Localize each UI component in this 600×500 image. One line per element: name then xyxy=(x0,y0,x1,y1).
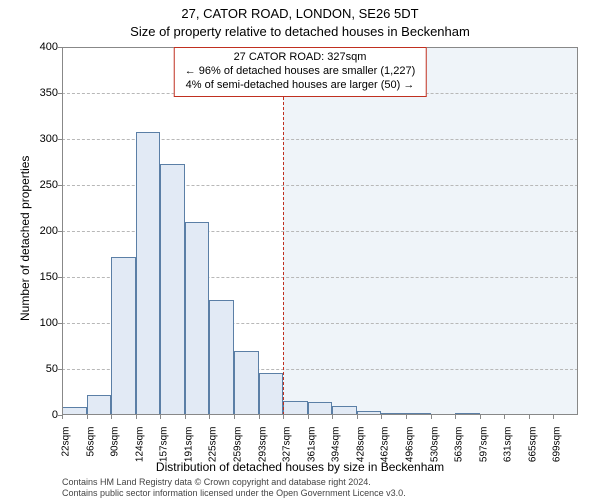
x-tick-mark xyxy=(308,415,309,419)
footer: Contains HM Land Registry data © Crown c… xyxy=(62,477,406,498)
x-tick-mark xyxy=(136,415,137,419)
y-tick-mark xyxy=(58,93,62,94)
y-tick-mark xyxy=(58,231,62,232)
y-tick-label: 200 xyxy=(8,225,58,237)
y-tick-label: 400 xyxy=(8,41,58,53)
y-tick-label: 50 xyxy=(8,363,58,375)
x-axis-label: Distribution of detached houses by size … xyxy=(0,460,600,474)
chart-title-line1: 27, CATOR ROAD, LONDON, SE26 5DT xyxy=(0,6,600,21)
x-tick-mark xyxy=(87,415,88,419)
y-tick-mark xyxy=(58,277,62,278)
x-tick-mark xyxy=(185,415,186,419)
x-tick-mark xyxy=(332,415,333,419)
chart-title-line2: Size of property relative to detached ho… xyxy=(0,24,600,39)
x-tick-mark xyxy=(529,415,530,419)
x-tick-mark xyxy=(431,415,432,419)
y-tick-mark xyxy=(58,47,62,48)
y-tick-label: 0 xyxy=(8,409,58,421)
x-tick-mark xyxy=(160,415,161,419)
chart-container: 27, CATOR ROAD, LONDON, SE26 5DT Size of… xyxy=(0,0,600,500)
y-tick-mark xyxy=(58,323,62,324)
x-tick-mark xyxy=(553,415,554,419)
x-tick-mark xyxy=(111,415,112,419)
y-tick-label: 100 xyxy=(8,317,58,329)
y-tick-label: 300 xyxy=(8,133,58,145)
y-tick-mark xyxy=(58,369,62,370)
x-tick-mark xyxy=(381,415,382,419)
x-tick-mark xyxy=(480,415,481,419)
y-tick-mark xyxy=(58,139,62,140)
x-tick-mark xyxy=(283,415,284,419)
x-tick-mark xyxy=(406,415,407,419)
annotation-line2: ← 96% of detached houses are smaller (1,… xyxy=(185,65,416,79)
x-tick-mark xyxy=(357,415,358,419)
x-tick-mark xyxy=(62,415,63,419)
annotation-line1: 27 CATOR ROAD: 327sqm xyxy=(185,51,416,65)
footer-line1: Contains HM Land Registry data © Crown c… xyxy=(62,477,406,487)
y-tick-mark xyxy=(58,185,62,186)
plot-area xyxy=(62,47,578,415)
y-tick-label: 250 xyxy=(8,179,58,191)
y-tick-label: 150 xyxy=(8,271,58,283)
x-tick-mark xyxy=(259,415,260,419)
annotation-line3: 4% of semi-detached houses are larger (5… xyxy=(185,79,416,93)
y-tick-label: 350 xyxy=(8,87,58,99)
x-tick-mark xyxy=(234,415,235,419)
plot-border xyxy=(62,47,578,415)
x-tick-mark xyxy=(455,415,456,419)
y-axis-label: Number of detached properties xyxy=(18,156,32,321)
footer-line2: Contains public sector information licen… xyxy=(62,488,406,498)
x-tick-mark xyxy=(209,415,210,419)
x-tick-mark xyxy=(504,415,505,419)
annotation-box: 27 CATOR ROAD: 327sqm ← 96% of detached … xyxy=(174,47,427,97)
